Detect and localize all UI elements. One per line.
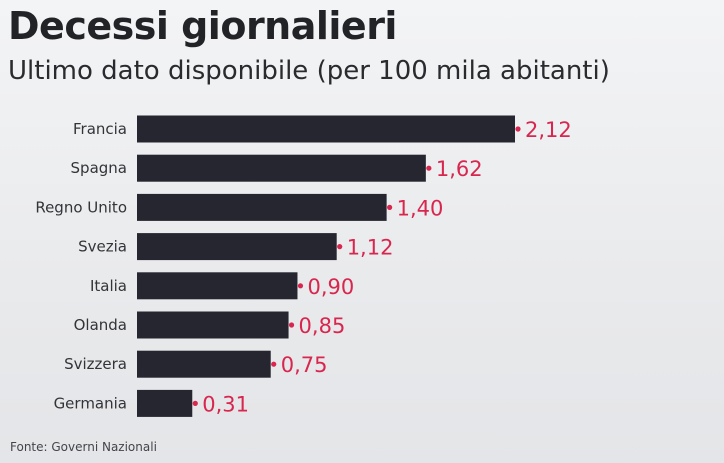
bar-svizzera bbox=[137, 350, 271, 378]
chart-subtitle: Ultimo dato disponibile (per 100 mila ab… bbox=[8, 56, 610, 86]
bar-end-dot-olanda bbox=[288, 322, 295, 328]
value-label-spagna: 1,62 bbox=[436, 157, 483, 181]
bar-olanda bbox=[137, 311, 289, 339]
bar-end-dot-francia bbox=[515, 126, 521, 132]
bar-italia bbox=[137, 272, 298, 300]
bar-regno-unito bbox=[137, 193, 387, 221]
category-label-regno-unito: Regno Unito bbox=[35, 198, 127, 216]
value-label-svezia: 1,12 bbox=[347, 236, 394, 260]
category-label-italia: Italia bbox=[90, 277, 127, 295]
bar-svezia bbox=[137, 233, 337, 261]
value-label-regno-unito: 1,40 bbox=[397, 196, 444, 220]
bar-end-dot-svizzera bbox=[271, 361, 277, 367]
category-label-germania: Germania bbox=[54, 394, 127, 412]
source-note: Fonte: Governi Nazionali bbox=[10, 440, 157, 454]
value-label-germania: 0,31 bbox=[202, 392, 249, 416]
bar-end-dot-spagna bbox=[426, 165, 432, 171]
bar-end-dot-italia bbox=[297, 283, 304, 289]
category-label-olanda: Olanda bbox=[74, 316, 127, 334]
bar-spagna bbox=[137, 154, 426, 182]
category-label-spagna: Spagna bbox=[71, 159, 127, 177]
chart-title: Decessi giornalieri bbox=[8, 4, 397, 48]
value-label-italia: 0,90 bbox=[307, 275, 354, 299]
bar-end-dot-regno-unito bbox=[387, 204, 393, 210]
category-label-svizzera: Svizzera bbox=[64, 355, 127, 373]
value-label-svizzera: 0,75 bbox=[281, 353, 328, 377]
bar-germania bbox=[137, 389, 193, 417]
category-label-svezia: Svezia bbox=[78, 238, 127, 256]
category-label-francia: Francia bbox=[73, 120, 127, 138]
value-label-olanda: 0,85 bbox=[299, 314, 346, 338]
value-label-francia: 2,12 bbox=[525, 118, 572, 142]
bar-end-dot-germania bbox=[192, 400, 198, 406]
bar-end-dot-svezia bbox=[337, 244, 343, 250]
bar-francia bbox=[137, 115, 515, 143]
